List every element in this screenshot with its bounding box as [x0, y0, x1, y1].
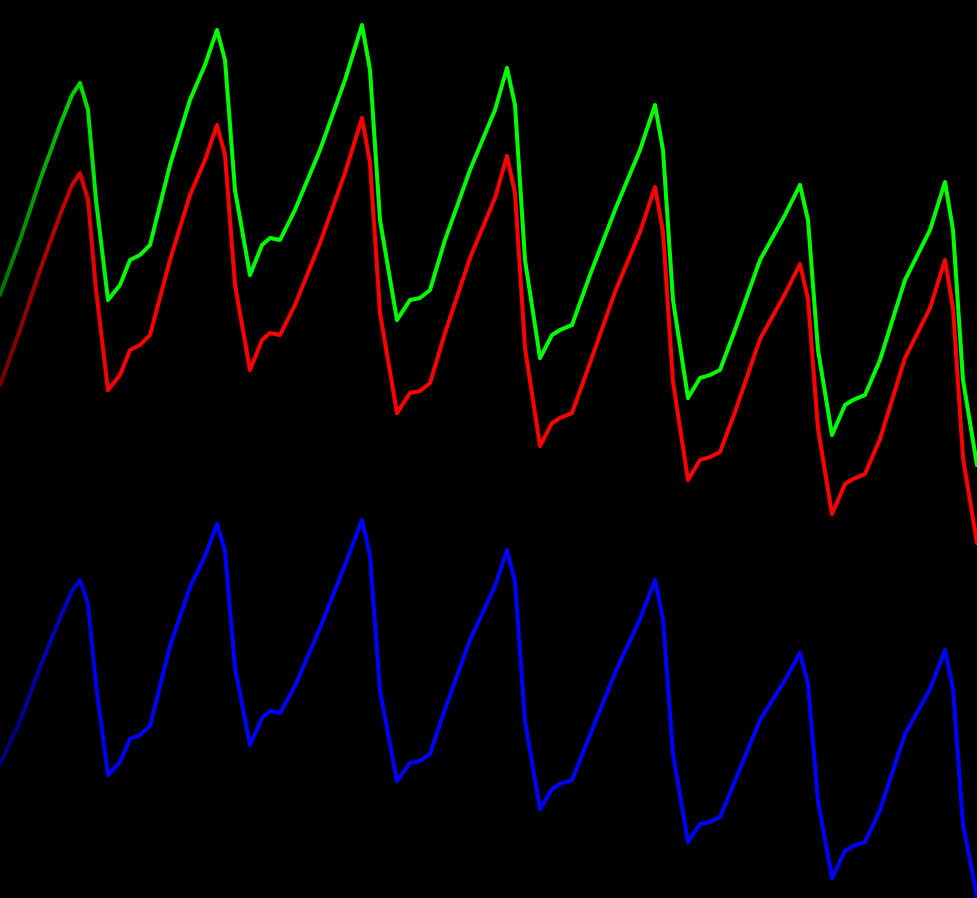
left-fade: [0, 0, 110, 898]
traces: [0, 23, 977, 898]
trace-line: [0, 116, 977, 545]
trace-line: [0, 23, 977, 467]
trace-line: [0, 518, 977, 898]
